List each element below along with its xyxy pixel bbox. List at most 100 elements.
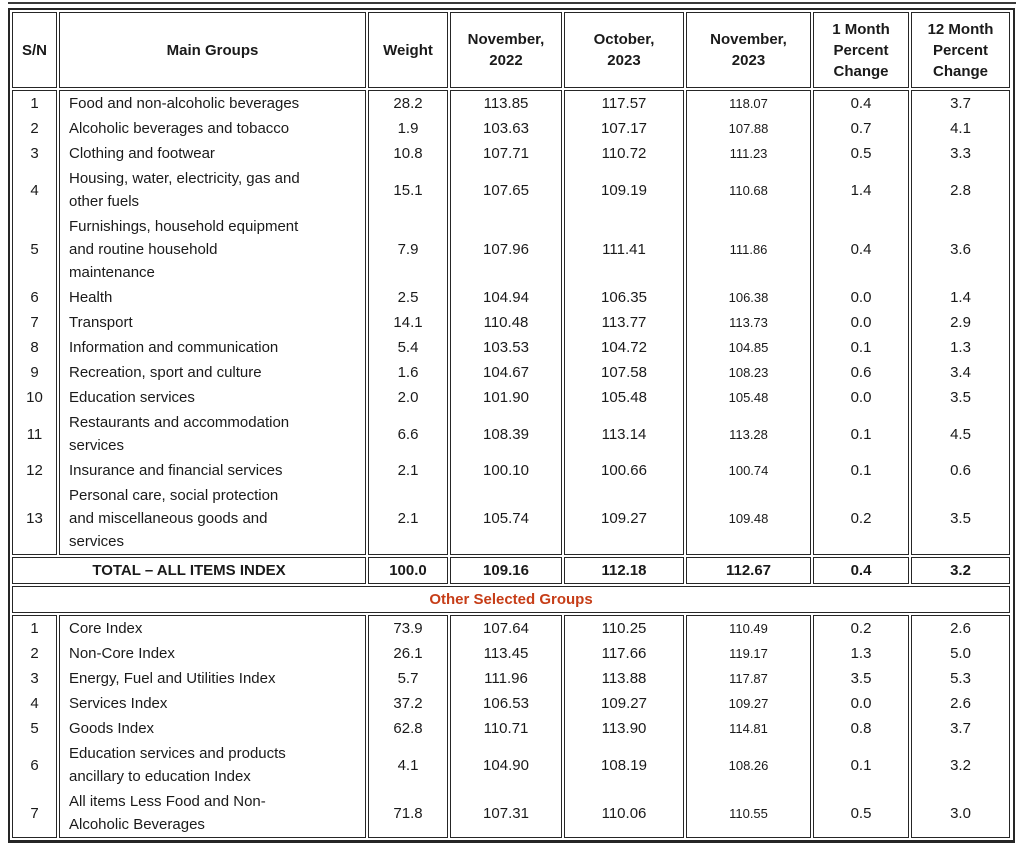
row-group-name: Clothing and footwear (59, 141, 366, 166)
row-12-month-change: 3.0 (911, 789, 1010, 838)
row-group-name: Restaurants and accommodation services (59, 410, 366, 458)
row-october-2023: 113.77 (564, 310, 684, 335)
row-weight: 6.6 (368, 410, 448, 458)
row-1-month-change: 0.4 (813, 214, 909, 285)
row-november-2023: 109.27 (686, 691, 811, 716)
row-group-name: Core Index (59, 615, 366, 641)
table-row: 7 All items Less Food and Non- Alcoholic… (12, 789, 1011, 838)
row-1-month-change: 0.5 (813, 789, 909, 838)
row-october-2023: 107.58 (564, 360, 684, 385)
row-october-2023: 109.27 (564, 691, 684, 716)
col-header-1-month-change: 1 Month Percent Change (813, 12, 909, 88)
row-12-month-change: 5.3 (911, 666, 1010, 691)
row-1-month-change: 0.1 (813, 741, 909, 789)
row-november-2022: 105.74 (450, 483, 562, 555)
row-1-month-change: 1.3 (813, 641, 909, 666)
row-october-2023: 113.90 (564, 716, 684, 741)
row-group-name: Insurance and financial services (59, 458, 366, 483)
col-header-weight: Weight (368, 12, 448, 88)
page-top-rule (8, 2, 1016, 4)
row-sn: 3 (12, 666, 57, 691)
row-group-name: Food and non-alcoholic beverages (59, 90, 366, 116)
row-group-name: Education services (59, 385, 366, 410)
row-sn: 4 (12, 691, 57, 716)
table-row: 2 Alcoholic beverages and tobacco 1.9 10… (12, 116, 1011, 141)
row-october-2023: 100.66 (564, 458, 684, 483)
total-row: TOTAL – ALL ITEMS INDEX 100.0 109.16 112… (12, 557, 1011, 584)
row-group-name: Health (59, 285, 366, 310)
row-group-name: Housing, water, electricity, gas and oth… (59, 166, 366, 214)
row-weight: 37.2 (368, 691, 448, 716)
row-november-2023: 100.74 (686, 458, 811, 483)
row-1-month-change: 0.7 (813, 116, 909, 141)
row-october-2023: 111.41 (564, 214, 684, 285)
row-group-name: Alcoholic beverages and tobacco (59, 116, 366, 141)
row-november-2023: 110.49 (686, 615, 811, 641)
row-october-2023: 107.17 (564, 116, 684, 141)
row-group-name: Transport (59, 310, 366, 335)
row-group-name: Services Index (59, 691, 366, 716)
row-november-2022: 107.96 (450, 214, 562, 285)
row-group-name: Furnishings, household equipment and rou… (59, 214, 366, 285)
table-row: 1 Food and non-alcoholic beverages 28.2 … (12, 90, 1011, 116)
row-october-2023: 110.25 (564, 615, 684, 641)
row-november-2023: 113.28 (686, 410, 811, 458)
row-november-2023: 109.48 (686, 483, 811, 555)
row-october-2023: 104.72 (564, 335, 684, 360)
row-october-2023: 109.27 (564, 483, 684, 555)
row-weight: 1.6 (368, 360, 448, 385)
row-1-month-change: 0.2 (813, 483, 909, 555)
row-12-month-change: 3.2 (911, 741, 1010, 789)
row-sn: 9 (12, 360, 57, 385)
row-12-month-change: 1.3 (911, 335, 1010, 360)
row-1-month-change: 0.4 (813, 90, 909, 116)
row-sn: 2 (12, 116, 57, 141)
row-november-2022: 103.63 (450, 116, 562, 141)
row-12-month-change: 3.4 (911, 360, 1010, 385)
row-november-2022: 107.64 (450, 615, 562, 641)
row-november-2022: 103.53 (450, 335, 562, 360)
row-sn: 6 (12, 741, 57, 789)
row-1-month-change: 0.0 (813, 691, 909, 716)
row-weight: 10.8 (368, 141, 448, 166)
row-weight: 2.1 (368, 483, 448, 555)
row-weight: 73.9 (368, 615, 448, 641)
row-sn: 6 (12, 285, 57, 310)
other-selected-groups-banner: Other Selected Groups (12, 586, 1011, 613)
row-november-2022: 107.65 (450, 166, 562, 214)
row-november-2023: 111.23 (686, 141, 811, 166)
row-weight: 71.8 (368, 789, 448, 838)
row-november-2023: 108.23 (686, 360, 811, 385)
row-november-2023: 110.68 (686, 166, 811, 214)
row-12-month-change: 3.5 (911, 483, 1010, 555)
col-header-november-2023: November, 2023 (686, 12, 811, 88)
table-row: 5 Goods Index 62.8 110.71 113.90 114.81 … (12, 716, 1011, 741)
row-12-month-change: 3.6 (911, 214, 1010, 285)
row-weight: 2.0 (368, 385, 448, 410)
row-group-name: Non-Core Index (59, 641, 366, 666)
row-november-2022: 106.53 (450, 691, 562, 716)
other-groups-body: 1 Core Index 73.9 107.64 110.25 110.49 0… (12, 615, 1011, 838)
total-weight: 100.0 (368, 557, 448, 584)
row-november-2023: 107.88 (686, 116, 811, 141)
row-sn: 10 (12, 385, 57, 410)
row-november-2022: 107.71 (450, 141, 562, 166)
table-row: 10 Education services 2.0 101.90 105.48 … (12, 385, 1011, 410)
row-november-2023: 105.48 (686, 385, 811, 410)
row-november-2023: 114.81 (686, 716, 811, 741)
table-row: 3 Energy, Fuel and Utilities Index 5.7 1… (12, 666, 1011, 691)
row-october-2023: 105.48 (564, 385, 684, 410)
row-12-month-change: 2.6 (911, 615, 1010, 641)
row-october-2023: 110.72 (564, 141, 684, 166)
row-weight: 62.8 (368, 716, 448, 741)
row-weight: 15.1 (368, 166, 448, 214)
row-october-2023: 110.06 (564, 789, 684, 838)
row-november-2023: 104.85 (686, 335, 811, 360)
row-1-month-change: 0.6 (813, 360, 909, 385)
row-sn: 4 (12, 166, 57, 214)
row-november-2023: 106.38 (686, 285, 811, 310)
total-november-2023: 112.67 (686, 557, 811, 584)
row-group-name: Education services and products ancillar… (59, 741, 366, 789)
row-1-month-change: 1.4 (813, 166, 909, 214)
